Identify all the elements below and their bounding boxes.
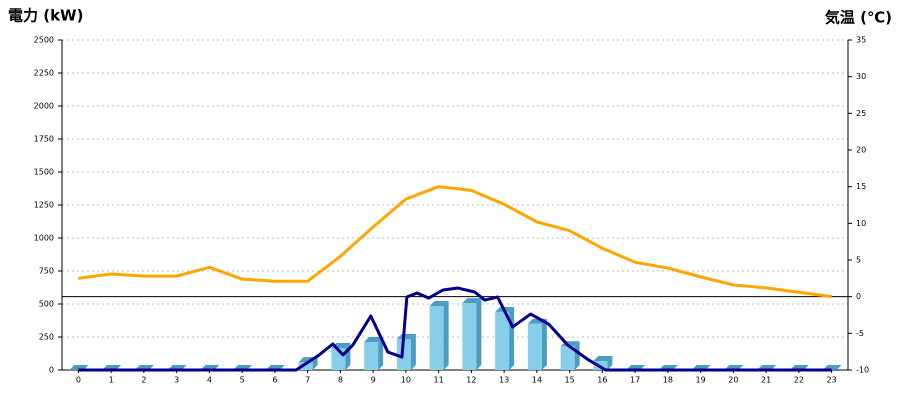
bar bbox=[495, 311, 510, 370]
x-tick-label: 16 bbox=[597, 376, 607, 385]
y2-tick-label: 25 bbox=[856, 109, 866, 118]
y-tick-label: 2250 bbox=[34, 69, 54, 78]
x-tick-label: 21 bbox=[761, 376, 771, 385]
bar-side bbox=[574, 341, 580, 370]
x-tick-label: 8 bbox=[338, 376, 343, 385]
bar bbox=[462, 303, 477, 370]
x-tick-label: 5 bbox=[240, 376, 245, 385]
bar-side bbox=[541, 318, 547, 370]
y2-tick-label: -5 bbox=[856, 329, 864, 338]
y-tick-label: 2000 bbox=[34, 102, 54, 111]
x-tick-label: 15 bbox=[565, 376, 575, 385]
x-tick-label: 13 bbox=[499, 376, 509, 385]
y2-tick-label: 10 bbox=[856, 219, 866, 228]
y2-tick-label: 20 bbox=[856, 146, 866, 155]
bar-side bbox=[607, 356, 613, 370]
x-tick-label: 22 bbox=[794, 376, 804, 385]
bar-side bbox=[509, 306, 515, 370]
y-axis-title: 電力 (kW) bbox=[8, 7, 83, 25]
x-tick-label: 10 bbox=[401, 376, 411, 385]
x-tick-label: 7 bbox=[305, 376, 310, 385]
line-series bbox=[78, 185, 832, 299]
y-tick-label: 750 bbox=[39, 267, 54, 276]
x-tick-label: 14 bbox=[532, 376, 542, 385]
x-tick-label: 18 bbox=[663, 376, 673, 385]
bar-side bbox=[476, 298, 482, 370]
y-tick-label: 1000 bbox=[34, 234, 54, 243]
y2-tick-label: 15 bbox=[856, 182, 866, 191]
x-tick-label: 19 bbox=[696, 376, 706, 385]
y2-tick-label: -10 bbox=[856, 366, 869, 375]
bar-side bbox=[443, 300, 449, 370]
bar bbox=[527, 323, 542, 370]
y2-axis-title: 気温 (℃) bbox=[825, 9, 892, 27]
line-series bbox=[78, 286, 832, 372]
bar-side bbox=[312, 357, 318, 370]
bar-top bbox=[593, 356, 613, 362]
bar-top bbox=[429, 300, 449, 306]
x-tick-label: 6 bbox=[272, 376, 277, 385]
x-tick-label: 3 bbox=[174, 376, 179, 385]
bar bbox=[560, 346, 575, 370]
bar-top bbox=[462, 298, 482, 304]
y-tick-label: 0 bbox=[49, 366, 54, 375]
y-tick-label: 1250 bbox=[34, 201, 54, 210]
x-tick-label: 0 bbox=[76, 376, 81, 385]
x-tick-label: 12 bbox=[466, 376, 476, 385]
bar-top bbox=[364, 337, 384, 343]
y-tick-label: 2500 bbox=[34, 36, 54, 45]
bar-side bbox=[410, 333, 416, 370]
y2-tick-label: 35 bbox=[856, 36, 866, 45]
bar-top bbox=[396, 333, 416, 339]
x-tick-label: 23 bbox=[827, 376, 837, 385]
bar bbox=[429, 305, 444, 370]
x-tick-label: 11 bbox=[434, 376, 444, 385]
x-tick-label: 1 bbox=[109, 376, 114, 385]
y2-tick-label: 0 bbox=[856, 292, 861, 301]
bar bbox=[298, 362, 313, 370]
bar bbox=[364, 342, 379, 370]
y-tick-label: 1500 bbox=[34, 168, 54, 177]
bar bbox=[396, 338, 411, 370]
bar-side bbox=[378, 337, 384, 370]
x-tick-label: 4 bbox=[207, 376, 212, 385]
x-tick-label: 9 bbox=[371, 376, 376, 385]
y-tick-label: 500 bbox=[39, 300, 54, 309]
y-tick-label: 1750 bbox=[34, 135, 54, 144]
x-tick-label: 17 bbox=[630, 376, 640, 385]
x-tick-label: 20 bbox=[728, 376, 738, 385]
x-tick-label: 2 bbox=[141, 376, 146, 385]
y2-tick-label: 30 bbox=[856, 72, 866, 81]
y-tick-label: 250 bbox=[39, 333, 54, 342]
y2-tick-label: 5 bbox=[856, 256, 861, 265]
